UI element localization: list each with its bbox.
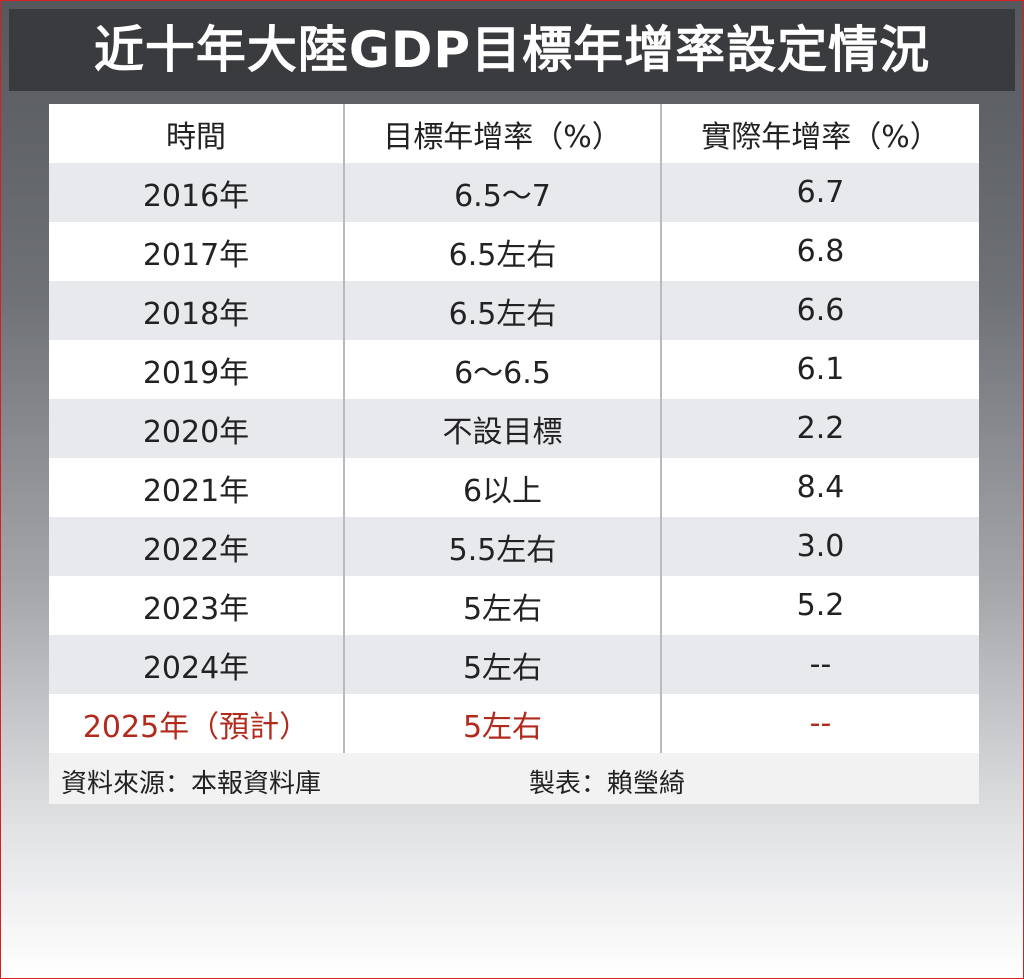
table-cell: 5左右 (343, 576, 661, 635)
maker: 製表：賴瑩綺 (529, 769, 686, 799)
table-row: 2020年 不設目標 2.2 (49, 399, 979, 458)
table-cell: 5左右 (343, 635, 661, 694)
table-row: 2018年 6.5左右 6.6 (49, 281, 979, 340)
table-row: 2017年 6.5左右 6.8 (49, 222, 979, 281)
table-cell: 6.1 (660, 340, 979, 399)
table-cell: -- (660, 694, 979, 753)
table-cell: 6.7 (660, 163, 979, 222)
table-cell: 6.8 (660, 222, 979, 281)
table-cell: 5左右 (343, 694, 661, 753)
table: 時間 目標年增率（%） 實際年增率（%） 2016年 6.5～7 6.7 2017年 6.5… (49, 104, 979, 753)
table-cell: 2025年（預計） (49, 694, 344, 753)
table-cell: 6.6 (660, 281, 979, 340)
table-cell: 6～6.5 (343, 340, 661, 399)
table-cell: 6.5左右 (343, 281, 661, 340)
table-cell: 5.5左右 (343, 517, 661, 576)
table-row: 2022年 5.5左右 3.0 (49, 517, 979, 576)
table-row: 2019年 6～6.5 6.1 (49, 340, 979, 399)
table-cell: 2017年 (49, 222, 344, 281)
table-cell: 8.4 (660, 458, 979, 517)
table-row: 2016年 6.5～7 6.7 (49, 163, 979, 222)
table-cell: 2016年 (49, 163, 344, 222)
table-cell: 5.2 (660, 576, 979, 635)
footer: 資料來源：本報資料庫 製表：賴瑩綺 (49, 753, 979, 804)
source: 資料來源：本報資料庫 (61, 769, 322, 799)
header-row: 時間 目標年增率（%） 實際年增率（%） (49, 104, 979, 163)
table-cell: 2022年 (49, 517, 344, 576)
table-cell: 2.2 (660, 399, 979, 458)
table-cell: 2019年 (49, 340, 344, 399)
table-cell: 6以上 (343, 458, 661, 517)
table-row: 2021年 6以上 8.4 (49, 458, 979, 517)
table-cell: 3.0 (660, 517, 979, 576)
title: 近十年大陸GDP目標年增率設定情況 (9, 9, 1015, 91)
header-cell: 實際年增率（%） (660, 104, 979, 163)
table-cell: -- (660, 635, 979, 694)
table-body: 2016年 6.5～7 6.7 2017年 6.5左右 6.8 2018年 6.5左右 6.6 2… (49, 163, 979, 753)
table-row: 2025年（預計） 5左右 -- (49, 694, 979, 753)
header-cell: 時間 (49, 104, 344, 163)
header-cell: 目標年增率（%） (343, 104, 661, 163)
table-cell: 6.5左右 (343, 222, 661, 281)
table-cell: 2020年 (49, 399, 344, 458)
table-row: 2023年 5左右 5.2 (49, 576, 979, 635)
table-cell: 6.5～7 (343, 163, 661, 222)
table-cell: 2018年 (49, 281, 344, 340)
table-cell: 2023年 (49, 576, 344, 635)
table-row: 2024年 5左右 -- (49, 635, 979, 694)
table-cell: 2021年 (49, 458, 344, 517)
table-cell: 不設目標 (343, 399, 661, 458)
table-cell: 2024年 (49, 635, 344, 694)
